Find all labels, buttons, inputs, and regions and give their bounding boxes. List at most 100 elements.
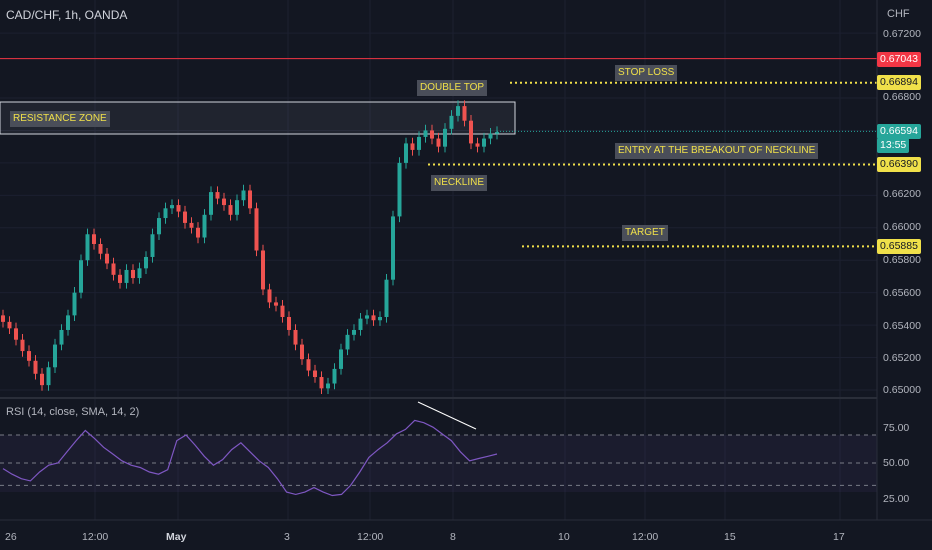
candle-body	[150, 234, 155, 257]
candle-body	[215, 192, 220, 199]
candle-body	[176, 205, 181, 212]
candle-body	[267, 289, 272, 303]
candle-body	[384, 279, 389, 317]
candle-body	[144, 256, 148, 269]
price-tick: 0.66800	[883, 91, 921, 103]
candle-body	[488, 133, 493, 139]
time-tick: 26	[5, 531, 17, 543]
candle-body	[46, 367, 51, 386]
candle-body	[332, 368, 337, 384]
candle-body	[98, 244, 103, 254]
candle-body	[209, 192, 213, 215]
candle-body	[300, 344, 304, 360]
candle-body	[241, 190, 246, 201]
candle-body	[59, 329, 64, 345]
time-tick: 12:00	[632, 531, 659, 543]
candle-body	[319, 377, 324, 389]
candle-body	[326, 383, 330, 389]
price-tick: 0.65000	[883, 384, 921, 396]
candle-body	[124, 269, 129, 283]
candle-body	[53, 344, 57, 368]
stop-loss-label[interactable]: STOP LOSS	[615, 65, 678, 81]
time-tick-month: May	[166, 531, 187, 543]
entry-price-tag: 0.66390	[877, 157, 921, 172]
candle-body	[274, 302, 278, 306]
candle-body	[469, 120, 473, 144]
candle-body	[293, 329, 298, 345]
candle-body	[365, 315, 369, 319]
candle-body	[280, 305, 285, 317]
candle-body	[79, 260, 83, 293]
bar-countdown: 13:55	[877, 138, 910, 153]
neckline-label[interactable]: NECKLINE	[431, 175, 488, 191]
candle-body	[423, 130, 428, 137]
candle-body	[131, 269, 135, 279]
candle-body	[1, 315, 5, 322]
candle-body	[72, 292, 77, 316]
candle-body	[345, 334, 350, 350]
rsi-guides	[0, 434, 877, 486]
candle-body	[417, 136, 421, 150]
candle-body	[7, 321, 12, 329]
candle-body	[202, 214, 207, 238]
symbol-title[interactable]: CAD/CHF, 1h, OANDA	[6, 8, 128, 22]
candle-body	[40, 373, 44, 386]
candle-body	[449, 115, 454, 129]
candle-body	[306, 359, 311, 371]
rsi-tick: 50.00	[883, 457, 910, 469]
candle-body	[254, 208, 259, 251]
rsi-line	[2, 419, 498, 497]
candle-body	[352, 329, 356, 335]
candle-body	[33, 360, 38, 374]
time-tick: 17	[833, 531, 845, 543]
current-price-tag: 0.66594	[877, 124, 921, 139]
candle-body	[430, 130, 434, 139]
stop-loss-price-tag: 0.66894	[877, 75, 921, 90]
rsi-tick: 25.00	[883, 493, 910, 505]
time-tick: 10	[558, 531, 570, 543]
candle-body	[436, 138, 441, 147]
candle-body	[20, 339, 25, 352]
candle-body	[410, 143, 415, 150]
candle-body	[235, 200, 239, 215]
candle-body	[163, 208, 168, 219]
candle-body	[287, 317, 291, 330]
target-label[interactable]: TARGET	[622, 225, 668, 241]
resistance-zone-label[interactable]: RESISTANCE ZONE	[10, 111, 110, 127]
candle-body	[189, 222, 194, 228]
price-tick: 0.65200	[883, 352, 921, 364]
grid	[0, 0, 877, 520]
candle-body	[475, 143, 480, 147]
candle-body	[261, 250, 265, 290]
candle-body	[358, 318, 363, 330]
candle-body	[462, 106, 467, 121]
entry-label[interactable]: ENTRY AT THE BREAKOUT OF NECKLINE	[615, 143, 819, 159]
time-tick: 3	[284, 531, 290, 543]
time-tick: 12:00	[357, 531, 384, 543]
price-tick: 0.65400	[883, 320, 921, 332]
candlestick-series	[1, 100, 499, 395]
candle-body	[248, 190, 252, 209]
candle-body	[371, 315, 376, 321]
candle-body	[85, 234, 90, 261]
candle-body	[456, 106, 460, 116]
time-tick: 12:00	[82, 531, 109, 543]
candle-body	[14, 328, 18, 340]
price-tick: 0.67200	[883, 28, 921, 40]
time-tick: 8	[450, 531, 456, 543]
candle-body	[339, 349, 343, 369]
candle-body	[391, 216, 395, 280]
rsi-indicator-title[interactable]: RSI (14, close, SMA, 14, 2)	[6, 406, 140, 418]
rsi-divergence-line	[417, 401, 477, 430]
candle-body	[397, 162, 402, 217]
candle-body	[228, 205, 233, 215]
candle-body	[118, 274, 122, 283]
rsi-tick: 75.00	[883, 422, 910, 434]
target-price-tag: 0.65885	[877, 239, 921, 254]
candle-body	[111, 263, 116, 275]
double-top-label[interactable]: DOUBLE TOP	[417, 80, 488, 96]
candle-body	[183, 211, 187, 223]
price-tick: 0.65800	[883, 254, 921, 266]
price-tick: 0.66000	[883, 221, 921, 233]
